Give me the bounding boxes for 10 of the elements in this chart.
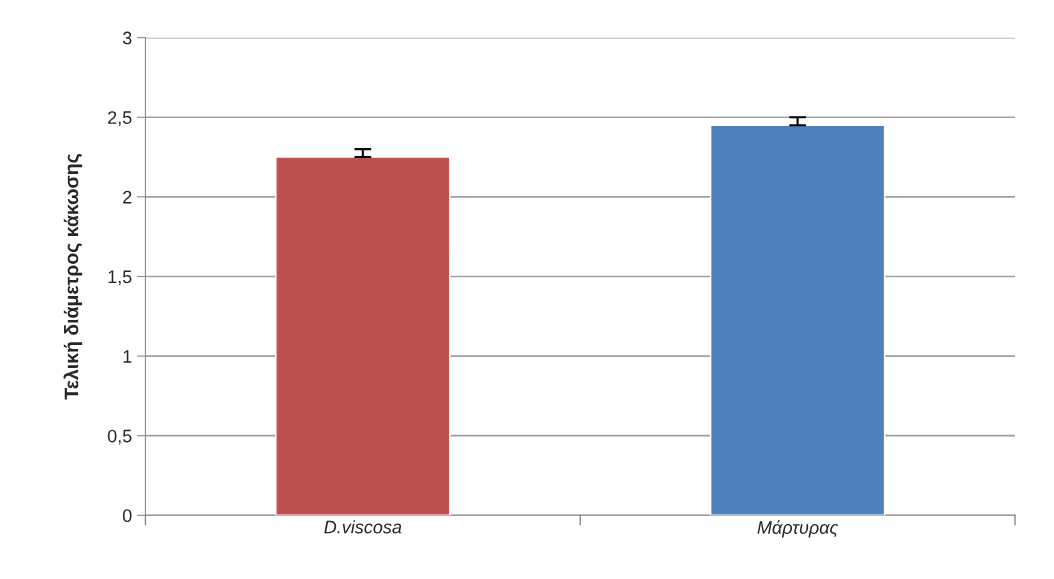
- y-tick-label: 0: [122, 509, 132, 523]
- y-tick-label: 1: [123, 350, 132, 363]
- y-tick-label: 2: [123, 190, 132, 204]
- y-tick-label: 2,5: [108, 111, 132, 127]
- y-tick-label: 1,5: [108, 270, 132, 286]
- y-tick-label: 3: [122, 31, 132, 45]
- y-tick-label: 0,5: [107, 429, 132, 445]
- x-tick-label: Μάρτυρας: [757, 520, 839, 538]
- y-axis-title: Τελική διάμετρος κάκωσης: [63, 154, 83, 400]
- x-tick-label: D.viscosa: [324, 520, 402, 534]
